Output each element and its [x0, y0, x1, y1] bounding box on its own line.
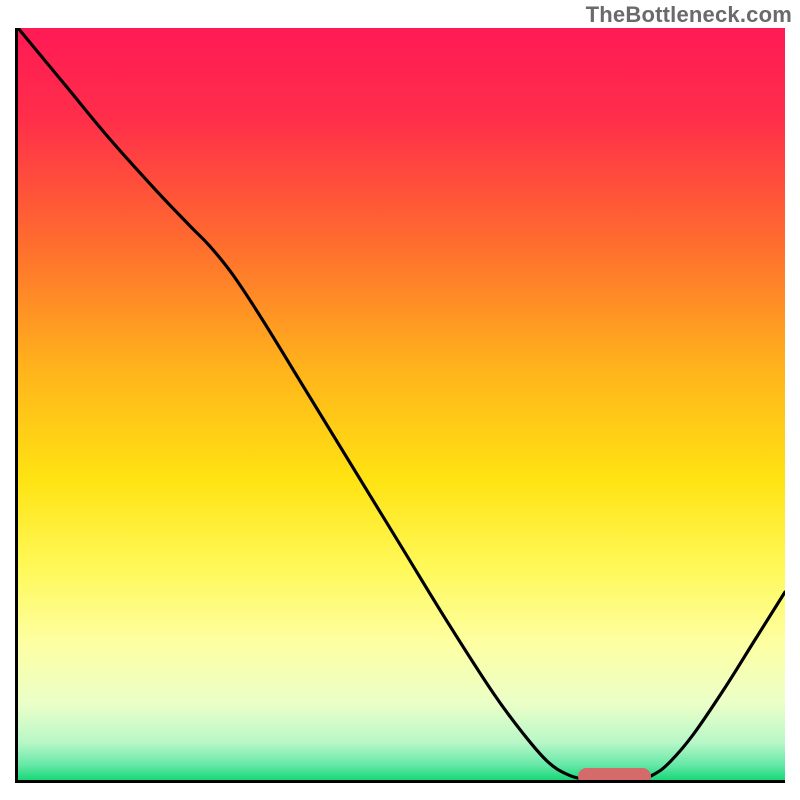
curve-layer: [18, 28, 785, 780]
chart-container: TheBottleneck.com: [0, 0, 800, 800]
plot-area: [15, 28, 785, 783]
bottleneck-curve: [18, 28, 785, 780]
plot-wrap: [15, 28, 785, 783]
watermark-text: TheBottleneck.com: [586, 2, 792, 28]
optimum-marker: [578, 768, 651, 783]
